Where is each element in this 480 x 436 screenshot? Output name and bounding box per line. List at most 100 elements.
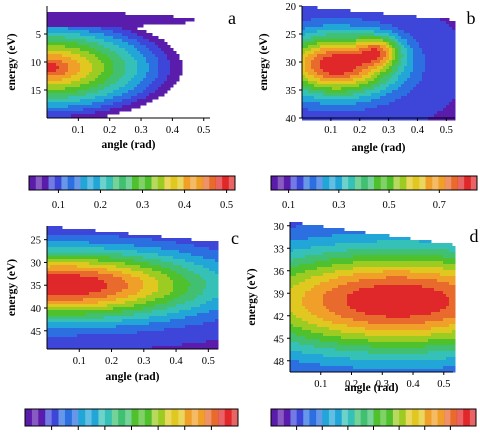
heatmap-cell [173,51,177,55]
heatmap-cell [86,75,90,79]
heatmap-cell [47,310,51,314]
heatmap-cell [68,81,72,85]
heatmap-cell [179,66,183,70]
colorbar-tick-label: 0.2 [94,200,107,211]
heatmap-cell [71,66,75,70]
heatmap-cell [128,319,132,323]
heatmap-cell [86,313,90,317]
heatmap-cell [359,72,363,76]
heatmap-cell [302,48,306,52]
heatmap-cell [53,271,57,275]
heatmap-cell [425,69,429,73]
heatmap-cell [398,57,402,61]
heatmap-cell [209,256,213,260]
heatmap-cell [356,15,360,19]
heatmap-cell [206,271,210,275]
heatmap-cell [398,102,402,106]
heatmap-cell [401,30,405,34]
heatmap-cell [314,108,318,112]
heatmap-cell [80,235,84,239]
heatmap-cell [137,87,141,91]
heatmap-cell [332,15,336,19]
heatmap-cell [401,48,405,52]
heatmap-cell [128,51,132,55]
heatmap-cell [80,256,84,260]
heatmap-cell [53,301,57,305]
heatmap-cell [398,39,402,43]
heatmap-cell [83,259,87,263]
heatmap-cell [62,235,66,239]
heatmap-cell [347,12,351,16]
heatmap-cell [176,310,180,314]
heatmap-cell [95,286,99,290]
heatmap-cell [371,99,375,103]
heatmap-cell [140,298,144,302]
heatmap-cell [335,30,339,34]
heatmap-cell [179,304,183,308]
heatmap-cell [131,84,135,88]
heatmap-cell [59,232,63,236]
heatmap-cell [176,280,180,284]
heatmap-cell [209,304,213,308]
heatmap-cell [425,42,429,46]
heatmap-cell [137,18,141,22]
heatmap-cell [53,84,57,88]
heatmap-cell [86,250,90,254]
heatmap-cell [347,27,351,31]
heatmap-cell [422,75,426,79]
heatmap-cell [50,63,54,67]
heatmap-cell [113,265,117,269]
heatmap-cell [98,81,102,85]
heatmap-cell [53,283,57,287]
heatmap-cell [116,295,120,299]
heatmap-cell [116,15,120,19]
heatmap-cell [443,108,447,112]
heatmap-cell [308,6,312,10]
heatmap-cell [170,289,174,293]
heatmap-cell [140,304,144,308]
heatmap-cell [356,27,360,31]
heatmap-cell [452,78,456,82]
heatmap-cell [209,277,213,281]
heatmap-cell [437,111,441,115]
heatmap-cell [53,69,57,73]
heatmap-cell [47,259,51,263]
heatmap-cell [215,286,219,290]
heatmap-cell [110,63,114,67]
heatmap-cell [65,304,69,308]
heatmap-cell [122,265,126,269]
heatmap-cell [116,235,120,239]
heatmap-cell [92,244,96,248]
heatmap-cell [62,24,66,28]
heatmap-cell [47,105,51,109]
heatmap-cell [50,36,54,40]
heatmap-cell [53,274,57,278]
heatmap-cell [71,289,75,293]
heatmap-cell [107,262,111,266]
heatmap-cell [92,277,96,281]
heatmap-cell [125,69,129,73]
heatmap-cell [125,30,129,34]
heatmap-cell [305,81,309,85]
heatmap-cell [125,84,129,88]
heatmap-cell [59,45,63,49]
heatmap-cell [149,247,153,251]
heatmap-cell [149,15,153,19]
heatmap-cell [212,310,216,314]
heatmap-cell [371,111,375,115]
heatmap-cell [125,283,129,287]
heatmap-cell [122,51,126,55]
heatmap-cell [341,27,345,31]
heatmap-cell [374,39,378,43]
heatmap-cell [320,39,324,43]
heatmap-cell [173,265,177,269]
heatmap-cell [140,63,144,67]
heatmap-cell [119,283,123,287]
heatmap-cell [365,30,369,34]
heatmap-cell [437,54,441,58]
heatmap-cell [62,247,66,251]
heatmap-cell [56,307,60,311]
heatmap-cell [215,319,219,323]
heatmap-cell [386,45,390,49]
heatmap-cell [383,69,387,73]
